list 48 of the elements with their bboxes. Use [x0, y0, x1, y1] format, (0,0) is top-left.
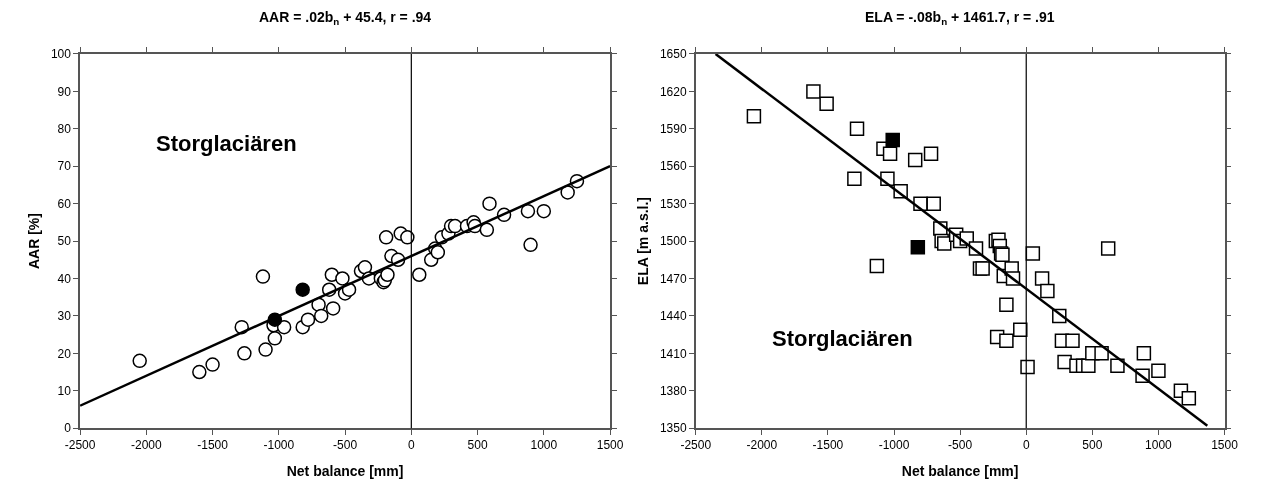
- y-tick-label: 40: [57, 271, 72, 286]
- chart-title: ELA = -.08b$_{n}$ + 1461.7, r = .91: [865, 9, 1055, 27]
- y-tick-label: 1650: [659, 47, 687, 62]
- annotation: Storglaciären: [772, 326, 913, 351]
- y-tick-label: 90: [57, 84, 72, 99]
- y-tick-label: 0: [64, 421, 72, 436]
- x-tick-label: -2500: [64, 438, 96, 453]
- y-tick-label: 1560: [659, 159, 687, 174]
- y-tick-label: 1470: [659, 271, 687, 286]
- x-tick-label: -2000: [746, 438, 778, 453]
- y-tick-label: 100: [50, 47, 72, 62]
- x-tick-label: 1000: [530, 438, 558, 453]
- x-axis-title: Net balance [mm]: [286, 463, 404, 480]
- x-tick-label: 1500: [596, 438, 624, 453]
- x-tick-label: -1000: [878, 438, 910, 453]
- x-tick-label: -1500: [197, 438, 229, 453]
- x-tick-label: 0: [1022, 438, 1030, 453]
- x-tick-label: -1000: [263, 438, 295, 453]
- y-tick-label: 10: [57, 383, 72, 398]
- y-tick-label: 60: [57, 196, 72, 211]
- y-axis-title: AAR [%]: [26, 213, 42, 270]
- x-axis-title: Net balance [mm]: [901, 463, 1019, 480]
- y-tick-label: 1410: [659, 346, 687, 361]
- x-tick-label: -2500: [680, 438, 712, 453]
- y-tick-label: 30: [57, 309, 72, 324]
- x-tick-label: -500: [333, 438, 358, 453]
- y-tick-label: 1590: [659, 122, 687, 136]
- annotation: Storglaciären: [156, 131, 297, 156]
- chart-title: AAR = .02b$_{n}$ + 45.4, r = .94: [259, 9, 432, 27]
- y-tick-label: 1440: [659, 309, 687, 324]
- x-tick-label: -500: [948, 438, 973, 453]
- y-tick-label: 1380: [659, 383, 687, 398]
- x-tick-label: -2000: [130, 438, 162, 453]
- x-tick-label: 0: [407, 438, 415, 453]
- y-tick-label: 1350: [659, 421, 687, 436]
- x-tick-label: 500: [467, 438, 488, 453]
- y-tick-label: 1500: [659, 234, 687, 249]
- x-tick-label: 1000: [1145, 438, 1173, 453]
- y-axis-title: ELA [m a.s.l.]: [635, 196, 651, 286]
- y-tick-label: 20: [57, 346, 72, 361]
- y-tick-label: 70: [57, 159, 72, 174]
- x-tick-label: -1500: [812, 438, 844, 453]
- y-tick-label: 1620: [659, 84, 687, 99]
- y-tick-label: 50: [57, 234, 72, 249]
- x-tick-label: 500: [1082, 438, 1103, 453]
- y-tick-label: 1530: [659, 196, 687, 211]
- x-tick-label: 1500: [1211, 438, 1239, 453]
- y-tick-label: 80: [57, 122, 72, 136]
